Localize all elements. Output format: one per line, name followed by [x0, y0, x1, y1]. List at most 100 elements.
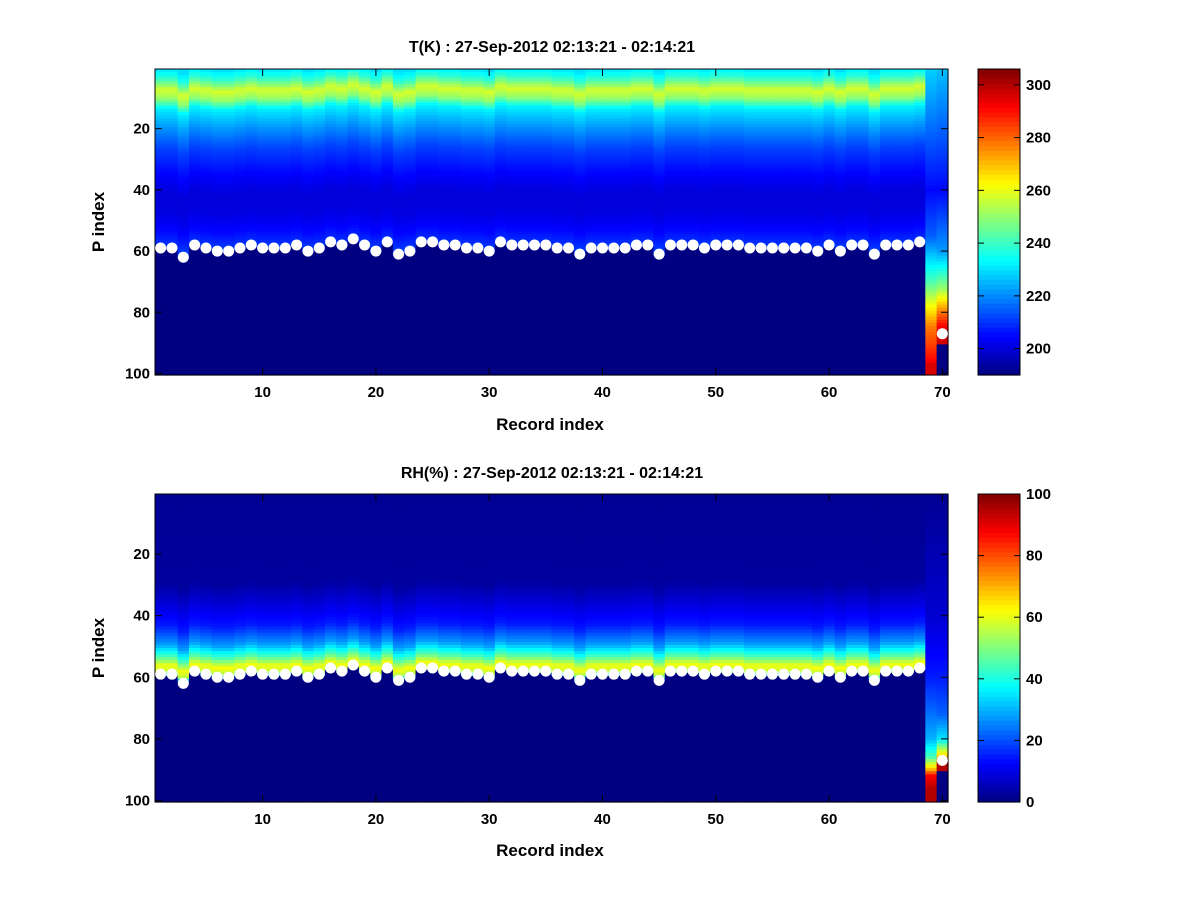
- heatmap-cell: [415, 356, 428, 361]
- heatmap-cell: [381, 307, 394, 312]
- heatmap-cell: [449, 124, 462, 128]
- heatmap-cell: [256, 179, 269, 183]
- heatmap-cell: [188, 111, 201, 116]
- heatmap-cell: [234, 326, 247, 330]
- heatmap-cell: [324, 160, 337, 165]
- heatmap-cell: [324, 157, 337, 162]
- heatmap-cell: [256, 139, 269, 144]
- heatmap-cell: [166, 240, 179, 245]
- heatmap-cell: [177, 200, 190, 205]
- heatmap-cell: [404, 130, 417, 134]
- heatmap-cell: [268, 344, 281, 349]
- heatmap-cell: [358, 307, 371, 312]
- heatmap-cell: [155, 231, 167, 235]
- heatmap-cell: [313, 365, 326, 370]
- heatmap-cell: [336, 151, 349, 156]
- heatmap-cell: [415, 270, 428, 275]
- heatmap-cell: [188, 169, 201, 174]
- heatmap-cell: [166, 99, 179, 104]
- heatmap-cell: [155, 362, 167, 367]
- heatmap-cell: [155, 169, 167, 174]
- heatmap-cell: [426, 277, 439, 281]
- heatmap-cell: [234, 329, 247, 333]
- heatmap-cell: [166, 301, 179, 306]
- heatmap-cell: [381, 295, 394, 300]
- heatmap-cell: [370, 163, 383, 168]
- heatmap-cell: [234, 313, 247, 318]
- heatmap-cell: [370, 169, 383, 174]
- heatmap-cell: [290, 148, 303, 153]
- heatmap-cell: [268, 310, 281, 315]
- heatmap-cell: [404, 218, 417, 223]
- heatmap-cell: [358, 218, 371, 223]
- heatmap-cell: [211, 344, 224, 349]
- heatmap-cell: [211, 316, 224, 321]
- heatmap-cell: [177, 231, 190, 235]
- heatmap-cell: [347, 169, 360, 174]
- heatmap-cell: [290, 329, 303, 333]
- heatmap-cell: [200, 160, 213, 165]
- heatmap-cell: [222, 72, 235, 76]
- heatmap-cell: [381, 191, 394, 196]
- heatmap-cell: [234, 136, 247, 140]
- heatmap-cell: [268, 332, 281, 336]
- heatmap-cell: [155, 228, 167, 232]
- heatmap-cell: [302, 326, 315, 330]
- heatmap-cell: [358, 96, 371, 101]
- heatmap-cell: [392, 350, 405, 355]
- heatmap-cell: [358, 127, 371, 131]
- heatmap-cell: [268, 139, 281, 144]
- heatmap-cell: [449, 231, 462, 235]
- heatmap-cell: [177, 243, 190, 248]
- heatmap-cell: [166, 69, 179, 73]
- heatmap-cell: [234, 194, 247, 199]
- heatmap-cell: [415, 310, 428, 315]
- heatmap-cell: [222, 319, 235, 324]
- heatmap-cell: [256, 280, 269, 284]
- heatmap-cell: [222, 127, 235, 131]
- heatmap-cell: [177, 350, 190, 355]
- heatmap-cell: [415, 160, 428, 165]
- heatmap-cell: [370, 222, 383, 226]
- heatmap-cell: [336, 182, 349, 186]
- heatmap-cell: [166, 191, 179, 196]
- heatmap-cell: [234, 185, 247, 189]
- heatmap-cell: [188, 332, 201, 336]
- heatmap-cell: [234, 237, 247, 241]
- heatmap-cell: [336, 261, 349, 266]
- heatmap-cell: [392, 237, 405, 241]
- heatmap-cell: [279, 160, 292, 165]
- heatmap-cell: [336, 264, 349, 269]
- heatmap-cell: [279, 371, 292, 376]
- heatmap-cell: [290, 78, 303, 82]
- heatmap-cell: [370, 264, 383, 269]
- heatmap-cell: [381, 142, 394, 147]
- heatmap-cell: [324, 264, 337, 269]
- heatmap-cell: [358, 105, 371, 110]
- heatmap-cell: [381, 96, 394, 101]
- heatmap-cell: [290, 332, 303, 336]
- heatmap-cell: [449, 200, 462, 205]
- heatmap-cell: [302, 93, 315, 98]
- heatmap-cell: [155, 84, 167, 88]
- heatmap-cell: [336, 133, 349, 137]
- heatmap-cell: [302, 163, 315, 168]
- heatmap-cell: [392, 75, 405, 79]
- heatmap-cell: [438, 121, 451, 125]
- heatmap-cell: [290, 121, 303, 125]
- heatmap-cell: [290, 145, 303, 150]
- heatmap-cell: [268, 102, 281, 107]
- heatmap-cell: [336, 301, 349, 306]
- heatmap-cell: [211, 121, 224, 125]
- heatmap-cell: [438, 228, 451, 232]
- heatmap-cell: [222, 277, 235, 281]
- heatmap-cell: [268, 255, 281, 260]
- heatmap-cell: [155, 111, 167, 116]
- heatmap-cell: [177, 179, 190, 183]
- heatmap-cell: [415, 353, 428, 358]
- heatmap-cell: [370, 292, 383, 297]
- heatmap-cell: [290, 316, 303, 321]
- heatmap-cell: [211, 292, 224, 297]
- heatmap-cell: [245, 117, 258, 122]
- heatmap-cell: [324, 246, 337, 251]
